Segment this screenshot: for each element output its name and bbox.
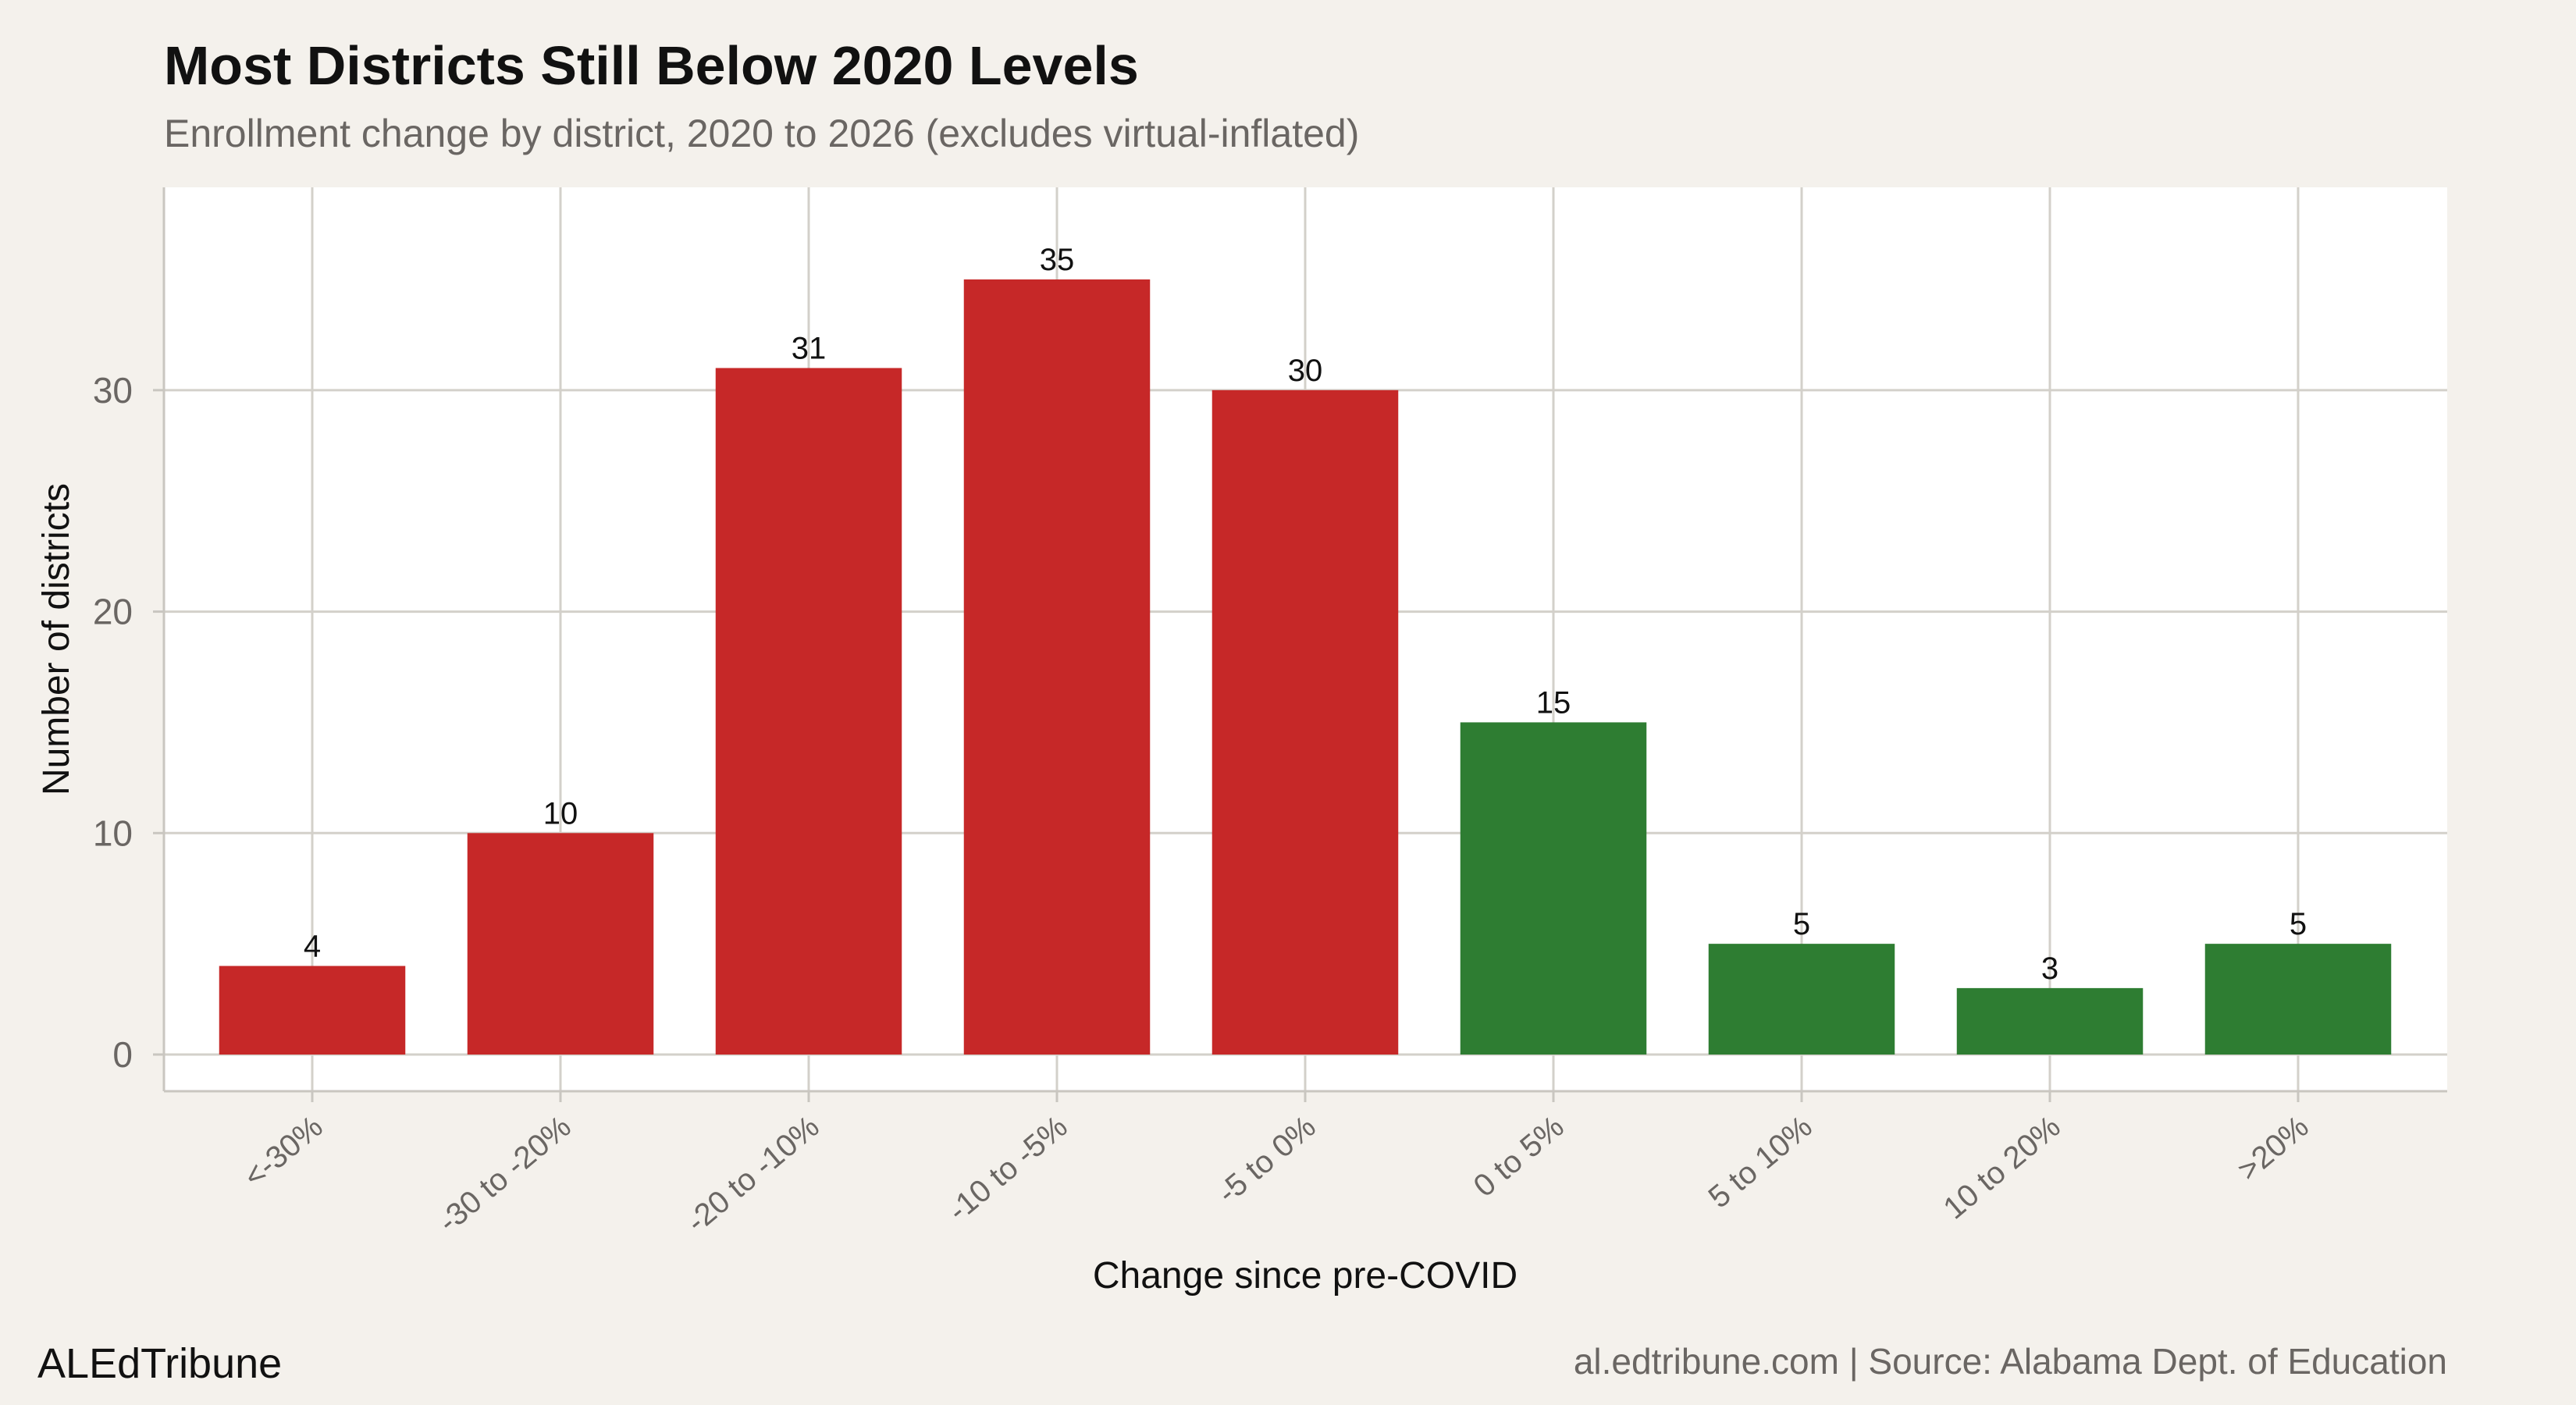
chart-subtitle: Enrollment change by district, 2020 to 2…: [164, 112, 1359, 155]
y-tick-label: 0: [112, 1034, 133, 1075]
bar-value-label: 10: [543, 796, 578, 831]
bar-value-label: 15: [1536, 685, 1571, 720]
x-tick-label: -10 to -5%: [941, 1109, 1074, 1228]
bar: [219, 966, 406, 1055]
x-tick-label: -5 to 0%: [1211, 1109, 1322, 1210]
y-axis-label: Number of districts: [36, 483, 77, 795]
bar: [467, 833, 654, 1055]
bar-value-label: 30: [1288, 354, 1323, 388]
bar: [715, 368, 902, 1055]
chart-title: Most Districts Still Below 2020 Levels: [164, 35, 1139, 96]
x-tick-label: >20%: [2231, 1109, 2315, 1187]
y-tick-label: 30: [93, 370, 133, 411]
bar: [1212, 389, 1399, 1055]
bar-value-label: 5: [1793, 907, 1810, 941]
bar: [1708, 944, 1895, 1055]
x-axis-label: Change since pre-COVID: [1093, 1255, 1517, 1297]
x-tick-label: -30 to -20%: [432, 1109, 578, 1240]
source-footer: al.edtribune.com | Source: Alabama Dept.…: [1574, 1341, 2447, 1382]
bar: [1956, 987, 2144, 1055]
bar: [963, 279, 1151, 1055]
brand-footer: ALEdTribune: [37, 1340, 282, 1387]
x-tick-label: 0 to 5%: [1468, 1109, 1571, 1204]
y-axis-ticks: 0 10 20 30: [93, 370, 164, 1075]
bars: [219, 279, 2392, 1055]
x-tick-label: -20 to -10%: [680, 1109, 826, 1240]
bar-value-label: 5: [2290, 907, 2307, 941]
bar-value-label: 35: [1040, 243, 1075, 277]
x-axis-ticks: <-30% -30 to -20% -20 to -10% -10 to -5% -5 …: [237, 1091, 2315, 1240]
bar: [2204, 944, 2392, 1055]
bar-value-label: 3: [2041, 951, 2058, 986]
y-tick-label: 20: [93, 592, 133, 632]
x-tick-label: 10 to 20%: [1937, 1109, 2067, 1225]
bar-value-label: 4: [304, 930, 321, 964]
bar: [1460, 722, 1647, 1055]
y-tick-label: 10: [93, 813, 133, 853]
x-tick-label: 5 to 10%: [1703, 1109, 1819, 1215]
bar-value-label: 31: [792, 331, 827, 365]
x-tick-label: <-30%: [237, 1109, 329, 1194]
